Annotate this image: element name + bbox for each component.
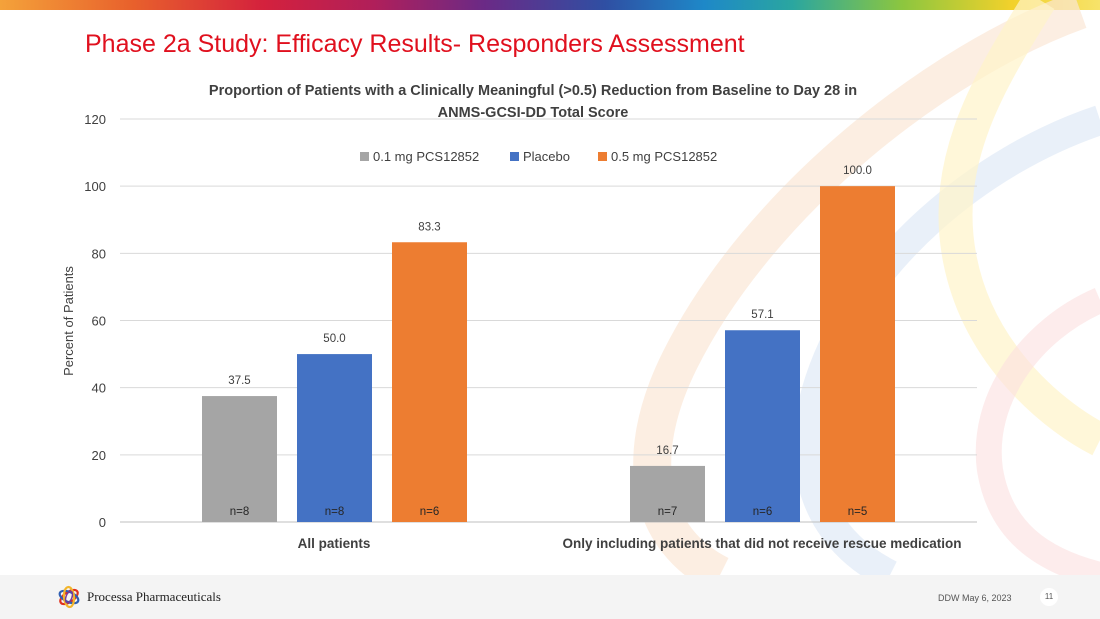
legend-swatch (510, 152, 519, 161)
bar (297, 354, 372, 522)
chart-title-line: Proportion of Patients with a Clinically… (209, 83, 857, 99)
chart-title: Proportion of Patients with a Clinically… (209, 83, 857, 121)
bar-chart: Proportion of Patients with a Clinically… (61, 83, 977, 551)
bar-n-label: n=7 (658, 506, 678, 518)
legend-label: Placebo (523, 149, 570, 164)
page-number: 11 (1040, 588, 1058, 606)
bar (392, 242, 467, 522)
y-tick-label: 40 (92, 381, 106, 396)
bar-value-label: 16.7 (656, 445, 678, 457)
bar-value-label: 50.0 (323, 333, 345, 345)
top-color-bar (0, 0, 1100, 10)
chart-bars: 37.5 n=8 50.0 n=8 83.3 n=6 16.7 n=7 57.1 n=6 100.0… (202, 165, 895, 522)
legend-swatch (598, 152, 607, 161)
footer: Processa Pharmaceuticals DDW May 6, 2023… (0, 575, 1100, 619)
bar-n-label: n=8 (230, 506, 250, 518)
bar (725, 330, 800, 522)
y-tick-label: 60 (92, 314, 106, 329)
bar (202, 396, 277, 522)
slide-title: Phase 2a Study: Efficacy Results- Respon… (85, 30, 745, 58)
x-axis-categories: All patients Only including patients that… (298, 536, 962, 551)
company-logo: Processa Pharmaceuticals (55, 583, 221, 611)
y-tick-label: 0 (99, 515, 106, 530)
bar-n-label: n=6 (753, 506, 773, 518)
processa-logo-icon (58, 585, 80, 609)
y-tick-label: 20 (92, 448, 106, 463)
bar-value-label: 100.0 (843, 165, 872, 177)
legend-item: 0.1 mg PCS12852 (360, 149, 479, 164)
company-name: Processa Pharmaceuticals (87, 589, 221, 604)
bar-value-label: 57.1 (751, 309, 773, 321)
bar-n-label: n=8 (325, 506, 345, 518)
legend-item: 0.5 mg PCS12852 (598, 149, 717, 164)
bar (630, 465, 705, 522)
legend-item: Placebo (510, 149, 570, 164)
y-axis-label: Percent of Patients (61, 266, 76, 376)
chart-title-line: ANMS-GCSI-DD Total Score (438, 105, 629, 121)
bar-value-label: 83.3 (418, 221, 440, 233)
y-tick-label: 120 (84, 112, 106, 127)
chart-legend: 0.1 mg PCS12852 Placebo 0.5 mg PCS12852 (360, 149, 717, 164)
y-axis-ticks: 0 20 40 60 80 100 120 (84, 112, 106, 530)
bar-n-label: n=5 (848, 506, 868, 518)
bar-n-label: n=6 (420, 506, 440, 518)
bar-value-label: 37.5 (228, 375, 250, 387)
y-tick-label: 80 (92, 246, 106, 261)
x-category-label: Only including patients that did not rec… (562, 536, 961, 551)
bar (820, 186, 895, 522)
legend-swatch (360, 152, 369, 161)
legend-label: 0.1 mg PCS12852 (373, 149, 479, 164)
y-tick-label: 100 (84, 179, 106, 194)
footer-date: DDW May 6, 2023 (938, 593, 1012, 603)
legend-label: 0.5 mg PCS12852 (611, 149, 717, 164)
x-category-label: All patients (298, 536, 371, 551)
